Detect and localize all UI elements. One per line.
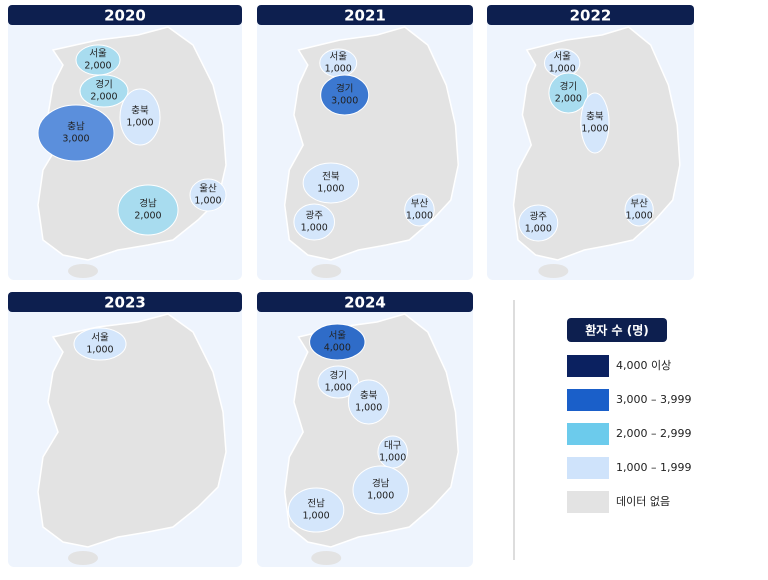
region-value: 1,000: [355, 403, 382, 414]
region-value: 1,000: [549, 64, 576, 75]
region: [119, 88, 161, 146]
region: [548, 72, 589, 114]
year-title: 2021: [344, 7, 386, 25]
region-value: 1,000: [379, 453, 406, 464]
region-name: 서울: [329, 331, 347, 342]
year-bar: [487, 5, 694, 25]
map-panel: 2023 서울1,000: [8, 292, 242, 567]
region-value: 2,000: [134, 211, 161, 222]
region-value: 1,000: [367, 491, 394, 502]
map-panel: 2020서울2,000경기2,000충북1,000충남3,000경남2,000울…: [8, 5, 242, 280]
region-name: 경기: [560, 81, 577, 93]
island: [538, 264, 569, 278]
legend-swatch: [567, 491, 609, 513]
legend-swatch: [567, 423, 609, 445]
region: [320, 74, 370, 116]
region-name: 서울: [329, 52, 347, 63]
region-name: 충북: [586, 112, 604, 123]
region-name: 경남: [372, 478, 390, 490]
region: [317, 365, 360, 399]
region-value: 1,000: [194, 196, 221, 207]
region: [580, 92, 610, 154]
region-value: 2,000: [90, 92, 117, 103]
region-value: 1,000: [317, 184, 344, 195]
region: [347, 379, 390, 425]
legend-label: 데이터 없음: [616, 495, 670, 508]
region-name: 경기: [329, 370, 346, 382]
region-value: 1,000: [626, 211, 653, 222]
region: [117, 184, 179, 236]
legend-swatch: [567, 355, 609, 377]
region-name: 부산: [411, 199, 429, 210]
region: [309, 323, 366, 361]
region-value: 1,000: [581, 124, 608, 135]
region: [352, 465, 409, 515]
region-name: 충남: [67, 122, 85, 133]
region-value: 2,000: [555, 94, 582, 105]
region: [189, 178, 227, 212]
region: [518, 204, 559, 242]
region-name: 부산: [630, 199, 648, 210]
region-name: 서울: [553, 52, 571, 63]
region-value: 1,000: [301, 223, 328, 234]
country-outline: [37, 313, 227, 548]
region-name: 충북: [131, 106, 149, 117]
region: [37, 104, 115, 162]
region-name: 광주: [305, 210, 323, 222]
map-panel: 2024서울4,000경기1,000충북1,000대구1,000경남1,000전…: [257, 292, 473, 567]
region-name: 경남: [139, 198, 157, 210]
legend-label: 1,000 – 1,999: [616, 461, 691, 474]
year-title: 2020: [104, 7, 146, 25]
region-value: 1,000: [406, 211, 433, 222]
region-value: 1,000: [325, 64, 352, 75]
year-bar: [257, 5, 473, 25]
legend-swatch: [567, 457, 609, 479]
island: [68, 264, 98, 278]
legend-label: 4,000 이상: [616, 359, 671, 372]
region-value: 1,000: [525, 224, 552, 235]
region-value: 1,000: [126, 118, 153, 129]
year-title: 2024: [344, 294, 386, 312]
region: [287, 487, 345, 533]
region: [302, 162, 360, 204]
region-name: 경기: [336, 83, 353, 95]
legend-label: 2,000 – 2,999: [616, 427, 691, 440]
region-value: 3,000: [331, 96, 358, 107]
year-title: 2022: [570, 7, 612, 25]
region-name: 광주: [530, 211, 548, 223]
region-name: 울산: [199, 184, 217, 195]
legend-label: 3,000 – 3,999: [616, 393, 691, 406]
region-name: 경기: [95, 79, 112, 91]
region: [624, 193, 654, 227]
region: [79, 74, 129, 108]
legend-title-box: [567, 318, 667, 342]
region-value: 1,000: [86, 345, 113, 356]
region-name: 전북: [322, 172, 340, 183]
legend-title: 환자 수 (명): [585, 323, 649, 338]
year-title: 2023: [104, 294, 146, 312]
region-value: 4,000: [324, 343, 351, 354]
region-name: 서울: [91, 333, 109, 344]
island: [311, 264, 342, 278]
year-bar: [8, 5, 242, 25]
region-name: 전남: [307, 499, 325, 510]
legend-swatch: [567, 389, 609, 411]
region-value: 1,000: [325, 383, 352, 394]
region-name: 서울: [89, 49, 107, 60]
year-bar: [257, 292, 473, 312]
island: [311, 551, 342, 565]
region-value: 2,000: [84, 61, 111, 72]
region-name: 충북: [360, 391, 378, 402]
region-name: 대구: [384, 441, 402, 452]
year-bar: [8, 292, 242, 312]
island: [68, 551, 98, 565]
region-value: 3,000: [62, 134, 89, 145]
region: [404, 193, 435, 227]
region-value: 1,000: [302, 511, 329, 522]
region: [73, 327, 127, 361]
region: [293, 203, 336, 241]
